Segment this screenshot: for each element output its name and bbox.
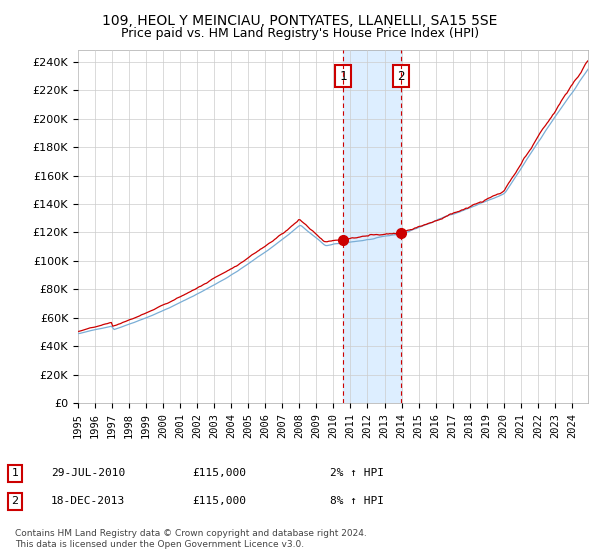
Text: £115,000: £115,000 [192,468,246,478]
Bar [343,50,401,403]
Text: 2: 2 [397,69,404,82]
Text: 1: 1 [340,69,347,82]
Text: 29-JUL-2010: 29-JUL-2010 [51,468,125,478]
Text: 2: 2 [11,496,19,506]
Text: £115,000: £115,000 [192,496,246,506]
Text: 109, HEOL Y MEINCIAU, PONTYATES, LLANELLI, SA15 5SE: 109, HEOL Y MEINCIAU, PONTYATES, LLANELL… [103,14,497,28]
Text: Price paid vs. HM Land Registry's House Price Index (HPI): Price paid vs. HM Land Registry's House … [121,27,479,40]
Text: 18-DEC-2013: 18-DEC-2013 [51,496,125,506]
Text: 2% ↑ HPI: 2% ↑ HPI [330,468,384,478]
Text: 8% ↑ HPI: 8% ↑ HPI [330,496,384,506]
Text: Contains HM Land Registry data © Crown copyright and database right 2024.
This d: Contains HM Land Registry data © Crown c… [15,529,367,549]
Text: 1: 1 [11,468,19,478]
